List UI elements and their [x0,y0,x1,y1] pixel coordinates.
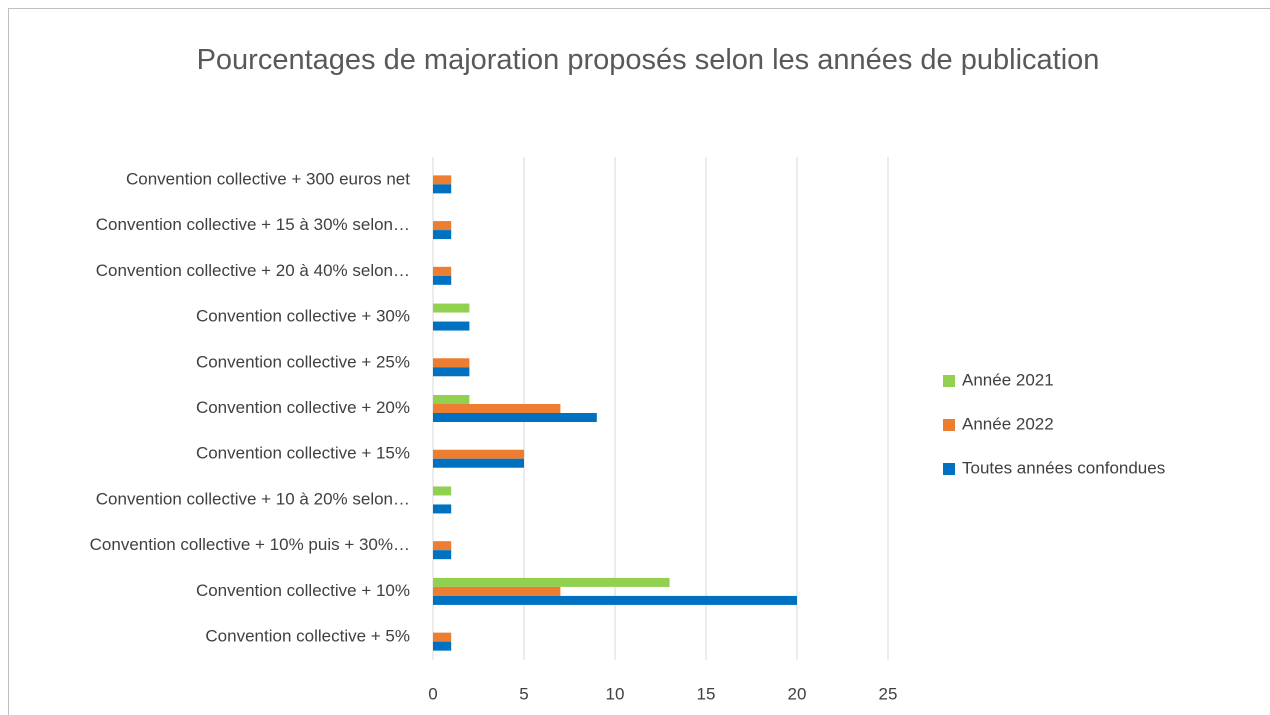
y-tick-label: Convention collective + 10% puis + 30%… [90,535,410,554]
bar [433,641,452,651]
bar [433,230,452,240]
y-tick-label: Convention collective + 15% [196,444,410,463]
x-tick-label: 0 [428,684,437,703]
bar [433,595,797,605]
bar [433,395,470,404]
bar [433,404,561,413]
bar [433,358,470,368]
legend-swatch [943,375,955,387]
bar [433,184,452,194]
bar [433,413,597,422]
bar [433,449,524,459]
bar [433,221,452,231]
y-tick-label: Convention collective + 10% [196,581,410,600]
bar [433,577,670,587]
legend-label: Toutes années confondues [962,458,1165,477]
legend-label: Année 2022 [962,414,1054,433]
x-tick-label: 15 [697,684,716,703]
bar [433,275,452,285]
x-tick-label: 10 [606,684,625,703]
x-tick-label: 25 [879,684,898,703]
bar [433,458,524,468]
bar [433,303,470,313]
legend-label: Année 2021 [962,370,1054,389]
bar [433,486,452,496]
bar [433,550,452,560]
y-tick-label: Convention collective + 10 à 20% selon… [96,489,410,508]
y-tick-label: Convention collective + 20% [196,398,410,417]
y-tick-label: Convention collective + 20 à 40% selon… [96,261,410,280]
x-tick-label: 5 [519,684,528,703]
bar [433,586,561,596]
bar [433,266,452,276]
y-tick-label: Convention collective + 30% [196,307,410,326]
y-tick-label: Convention collective + 300 euros net [126,169,410,188]
y-tick-label: Convention collective + 25% [196,352,410,371]
chart-title: Pourcentages de majoration proposés selo… [196,44,1100,76]
bar [433,321,470,331]
x-tick-label: 20 [788,684,807,703]
bar [433,504,452,514]
bar [433,175,452,185]
bar [433,367,470,377]
bar [433,541,452,551]
legend-swatch [943,463,955,475]
legend-swatch [943,419,955,431]
y-tick-label: Convention collective + 5% [205,627,410,646]
bar [433,632,452,642]
y-tick-label: Convention collective + 15 à 30% selon… [96,215,410,234]
